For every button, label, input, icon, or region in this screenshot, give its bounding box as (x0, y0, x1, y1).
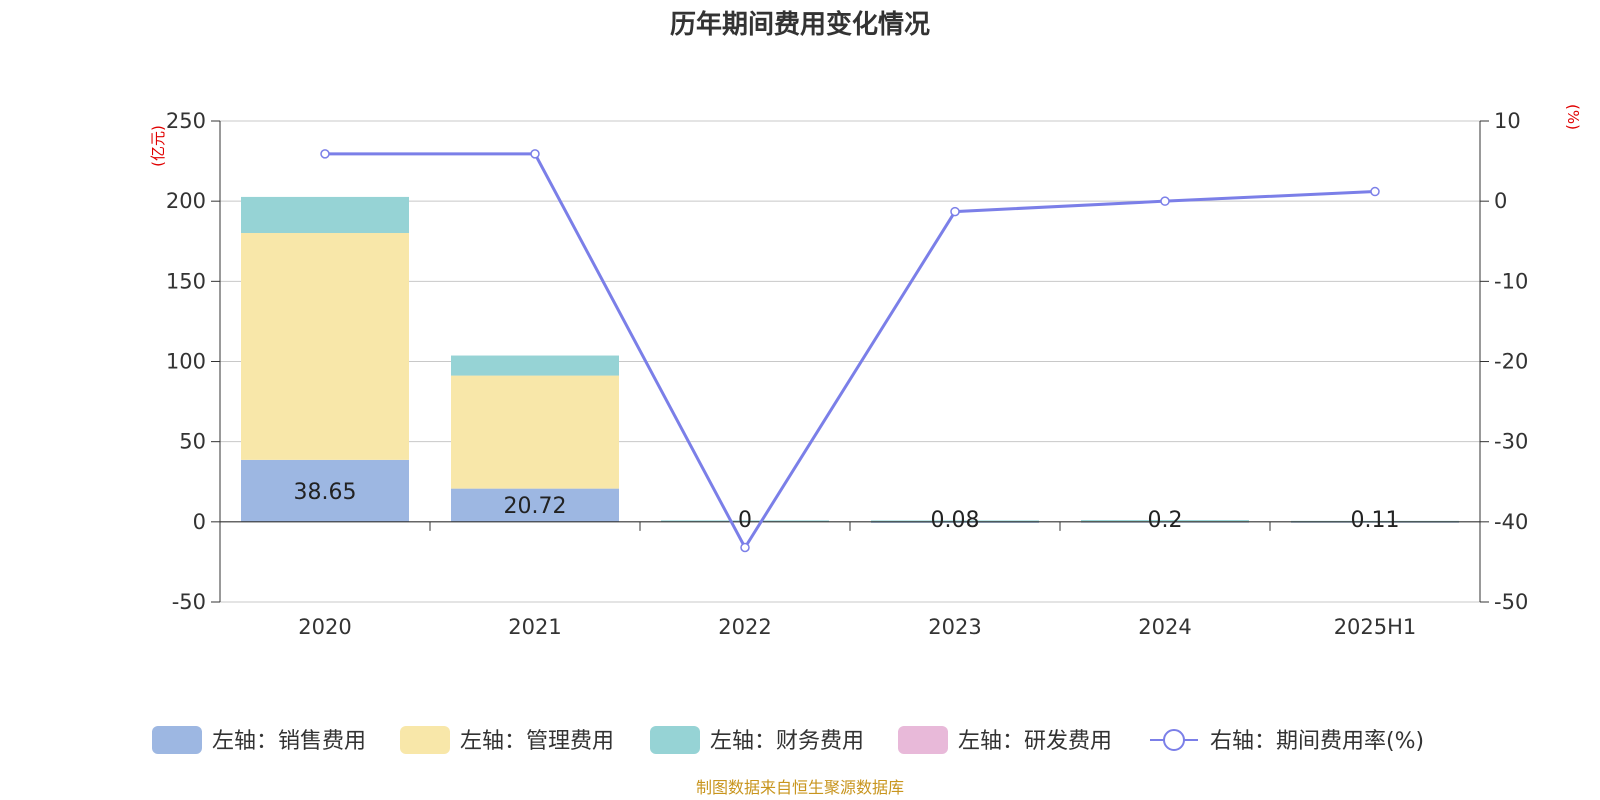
x-axis-tick-label: 2020 (298, 615, 351, 639)
legend-swatch (898, 726, 948, 754)
right-axis-tick-label: 0 (1494, 189, 1507, 213)
bar-segment (1081, 520, 1249, 522)
rate-line (320, 149, 1380, 553)
bar-segment (451, 375, 619, 489)
legend-label: 右轴：期间费用率(%) (1210, 729, 1424, 754)
bar-segment (241, 232, 409, 460)
bars (241, 196, 1459, 523)
legend-swatch (400, 726, 450, 754)
left-axis-tick-label: 50 (179, 430, 206, 454)
legend-item: 右轴：期间费用率(%) (1150, 729, 1424, 754)
rate-line-point (1370, 186, 1380, 197)
bar-data-label: 20.72 (504, 494, 567, 519)
left-axis-unit: (亿元) (149, 125, 167, 167)
right-axis-tick-label: -40 (1494, 510, 1528, 534)
left-axis-tick-label: 150 (166, 269, 206, 293)
left-axis-tick-label: 200 (166, 189, 206, 213)
x-axis-tick-label: 2025H1 (1334, 615, 1417, 639)
legend-label: 左轴：管理费用 (460, 729, 614, 754)
legend-swatch (152, 726, 202, 754)
x-axis-tick-label: 2022 (718, 615, 771, 639)
x-axis-tick-label: 2023 (928, 615, 981, 639)
legend-item: 左轴：管理费用 (400, 726, 614, 754)
rate-line-point (1160, 196, 1170, 206)
legend-item: 左轴：销售费用 (152, 726, 366, 754)
axes: 250200150100500-50100-10-20-30-40-502020… (166, 109, 1528, 639)
bar-data-label: 0.2 (1148, 508, 1183, 533)
legend-label: 左轴：销售费用 (212, 729, 366, 754)
bar-data-label: 0.11 (1351, 508, 1400, 533)
legend-label: 左轴：财务费用 (710, 729, 864, 754)
legend-item: 左轴：研发费用 (898, 726, 1112, 754)
legend-line-point (1163, 729, 1185, 751)
left-axis-tick-label: 0 (193, 510, 206, 534)
legend-item: 左轴：财务费用 (650, 726, 864, 754)
bar-segment (241, 196, 409, 233)
x-axis-tick-label: 2021 (508, 615, 561, 639)
rate-line-point (320, 149, 330, 159)
right-axis-tick-label: -30 (1494, 430, 1528, 454)
bar-segment (241, 459, 409, 522)
bar-segment (661, 520, 829, 522)
left-axis-tick-label: 250 (166, 109, 206, 133)
bar-segment (451, 488, 619, 522)
bar-segment (871, 520, 1039, 522)
rate-line-path (325, 152, 1376, 551)
grid (220, 120, 1480, 603)
legend-swatch (650, 726, 700, 754)
x-axis-tick-label: 2024 (1138, 615, 1191, 639)
rate-line-point (950, 206, 960, 217)
legend: 左轴：销售费用 左轴：管理费用 左轴：财务费用 左轴：研发费用 右轴：期间费用率(%) (152, 726, 1424, 754)
right-axis-unit: (%) (1564, 104, 1582, 130)
left-axis-tick-label: 100 (166, 350, 206, 374)
right-axis-tick-label: -50 (1494, 590, 1528, 614)
right-axis-tick-label: -20 (1494, 350, 1528, 374)
chart-title: 历年期间费用变化情况 (670, 9, 930, 40)
rate-line-point (530, 149, 540, 159)
left-axis-tick-label: -50 (172, 590, 206, 614)
bar-data-label: 0 (738, 508, 752, 533)
bar-data-label: 0.08 (931, 508, 980, 533)
data-labels: 38.65 20.72 0 0.08 0.2 0.11 (294, 480, 1400, 533)
rate-line-point (740, 542, 750, 553)
right-axis-tick-label: -10 (1494, 269, 1528, 293)
data-source-note: 制图数据来自恒生聚源数据库 (696, 778, 904, 797)
right-axis-tick-label: 10 (1494, 109, 1521, 133)
bar-data-label: 38.65 (294, 480, 357, 505)
bar-segment (451, 355, 619, 376)
legend-label: 左轴：研发费用 (958, 729, 1112, 754)
